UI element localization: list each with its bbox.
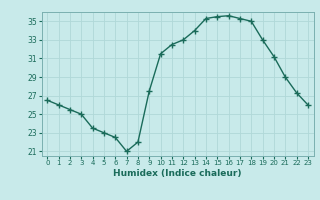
X-axis label: Humidex (Indice chaleur): Humidex (Indice chaleur) xyxy=(113,169,242,178)
